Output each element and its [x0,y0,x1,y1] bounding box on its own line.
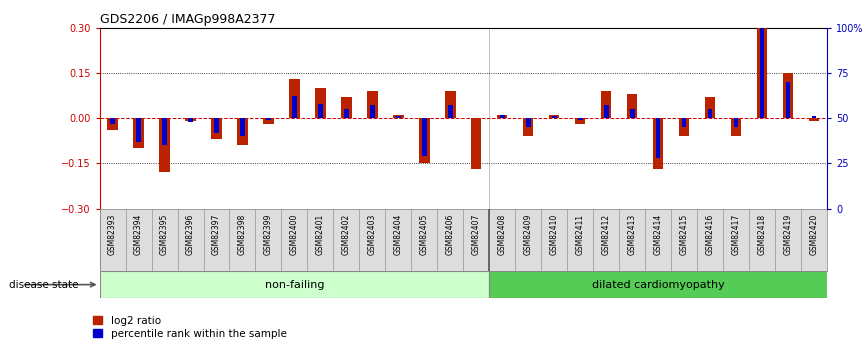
Text: GSM82414: GSM82414 [654,214,662,255]
Bar [188,118,193,122]
Text: GSM82393: GSM82393 [108,214,117,255]
Bar [809,118,819,121]
Bar [367,91,378,118]
Bar [679,118,689,136]
Bar [263,118,274,124]
Text: GDS2206 / IMAGp998A2377: GDS2206 / IMAGp998A2377 [100,13,275,27]
Text: GSM82405: GSM82405 [420,214,429,255]
Text: GSM82399: GSM82399 [264,214,273,255]
Bar [497,115,507,118]
Bar [604,106,609,118]
Bar [396,116,401,118]
Text: GSM82412: GSM82412 [602,214,611,255]
Bar [523,118,533,136]
Bar [500,115,505,118]
Bar [734,118,739,127]
Text: GSM82407: GSM82407 [472,214,481,255]
Text: disease state: disease state [9,280,78,289]
Text: GSM82410: GSM82410 [550,214,559,255]
Text: GSM82413: GSM82413 [628,214,637,255]
Bar [627,94,637,118]
Text: GSM82417: GSM82417 [732,214,740,255]
Text: GSM82416: GSM82416 [706,214,714,255]
Text: GSM82408: GSM82408 [498,214,507,255]
Bar [783,73,793,118]
Text: GSM82406: GSM82406 [446,214,455,255]
Bar [445,91,456,118]
Bar [292,96,297,118]
Bar [315,88,326,118]
Bar [100,271,489,298]
Text: GSM82395: GSM82395 [160,214,169,255]
Bar [240,118,245,136]
Bar [708,109,713,118]
Bar [370,106,375,118]
Text: GSM82398: GSM82398 [238,214,247,255]
Bar [214,118,219,132]
Bar [289,79,300,118]
Text: dilated cardiomyopathy: dilated cardiomyopathy [591,280,725,289]
Bar [318,104,323,118]
Bar [549,115,559,118]
Bar [757,28,767,118]
Bar [471,118,481,169]
Bar [578,118,583,120]
Bar [393,115,404,118]
Text: GSM82409: GSM82409 [524,214,533,255]
Text: GSM82419: GSM82419 [784,214,792,255]
Bar [107,118,118,130]
Text: GSM82420: GSM82420 [810,214,818,255]
Text: GSM82404: GSM82404 [394,214,403,255]
Bar [601,91,611,118]
Bar [133,118,144,148]
Bar [575,118,585,124]
Bar [759,28,765,118]
Bar [419,118,430,164]
Text: GSM82411: GSM82411 [576,214,585,255]
Bar [159,118,170,172]
Bar [448,106,453,118]
Bar [266,118,271,120]
Bar [630,109,635,118]
Bar [552,116,557,118]
Bar [211,118,222,139]
Bar [656,118,661,158]
Bar [653,118,663,169]
Bar [341,97,352,118]
Bar [526,118,531,127]
Bar [489,271,827,298]
Bar [785,82,791,118]
Bar [731,118,741,136]
Text: non-failing: non-failing [265,280,324,289]
Text: GSM82418: GSM82418 [758,214,766,255]
Text: GSM82401: GSM82401 [316,214,325,255]
Text: GSM82415: GSM82415 [680,214,688,255]
Bar [344,109,349,118]
Bar [162,118,167,145]
Bar [185,118,196,121]
Bar [705,97,715,118]
Text: GSM82394: GSM82394 [134,214,143,255]
Bar [110,118,115,124]
Bar [422,118,427,156]
Text: GSM82396: GSM82396 [186,214,195,255]
Text: GSM82397: GSM82397 [212,214,221,255]
Legend: log2 ratio, percentile rank within the sample: log2 ratio, percentile rank within the s… [92,315,288,340]
Text: GSM82402: GSM82402 [342,214,351,255]
Bar [136,118,141,142]
Bar [811,116,817,118]
Text: GSM82400: GSM82400 [290,214,299,255]
Bar [237,118,248,145]
Bar [682,118,687,127]
Text: GSM82403: GSM82403 [368,214,377,255]
